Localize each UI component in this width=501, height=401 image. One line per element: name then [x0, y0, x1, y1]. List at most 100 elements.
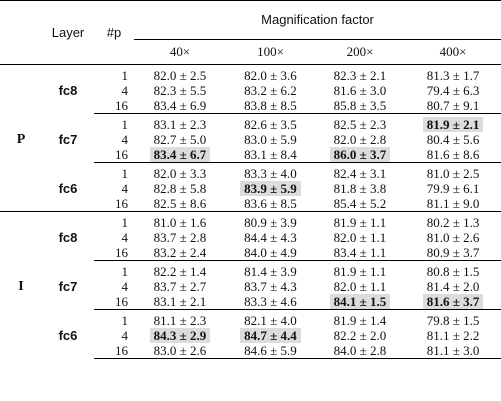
- value-cell: 82.5 ± 8.6: [134, 196, 226, 212]
- spacer-cell: [134, 260, 226, 264]
- p-value: 1: [121, 264, 129, 279]
- value-text: 83.7 ± 2.7: [153, 279, 207, 294]
- value-text: 81.3 ± 1.7: [426, 68, 480, 83]
- value-cell: 81.0 ± 2.5: [405, 166, 501, 181]
- value-text: 83.1 ± 2.1: [153, 294, 207, 309]
- p-value: 1: [121, 166, 129, 181]
- value-cell: 83.7 ± 2.7: [134, 279, 226, 294]
- value-text: 83.7 ± 2.8: [153, 230, 207, 245]
- value-text: 82.0 ± 2.5: [153, 68, 207, 83]
- p-value: 16: [94, 343, 134, 359]
- spacer-cell: [42, 211, 94, 215]
- value-text: 83.6 ± 8.5: [244, 196, 297, 211]
- value-text: 82.0 ± 1.1: [333, 279, 387, 294]
- value-cell: 79.8 ± 1.5: [405, 313, 501, 328]
- value-text: 83.2 ± 2.4: [153, 245, 207, 260]
- spacer-cell: [226, 113, 315, 117]
- value-cell: 82.1 ± 4.0: [226, 313, 315, 328]
- value-text: 81.1 ± 2.2: [426, 328, 480, 343]
- value-cell: 85.8 ± 3.5: [315, 98, 405, 114]
- layer-label: fc8: [58, 230, 78, 246]
- value-text: 80.7 ± 9.1: [426, 98, 480, 113]
- highlighted-value: 84.3 ± 2.9: [149, 328, 211, 343]
- value-text: 83.8 ± 8.5: [244, 98, 297, 113]
- mag-header-400: 400×: [405, 39, 501, 65]
- value-text: 82.7 ± 5.0: [153, 132, 207, 147]
- table-row: 16 83.4 ± 6.9 83.8 ± 8.5 85.8 ± 3.5 80.7 ± 9…: [0, 98, 501, 114]
- spacer-cell: [315, 64, 405, 68]
- value-cell: 81.6 ± 3.7: [405, 294, 501, 310]
- value-cell: 81.9 ± 1.1: [315, 264, 405, 279]
- value-text: 81.1 ± 9.0: [426, 196, 480, 211]
- value-cell: 81.9 ± 1.1: [315, 215, 405, 230]
- value-text: 82.0 ± 1.1: [333, 230, 387, 245]
- value-text: 84.4 ± 4.3: [244, 230, 297, 245]
- spacer-cell: [405, 309, 501, 313]
- corner-cell: [0, 0, 42, 40]
- value-text: 81.9 ± 1.1: [333, 215, 387, 230]
- value-cell: 80.7 ± 9.1: [405, 98, 501, 114]
- spacer-cell: [134, 64, 226, 68]
- layer-label: fc7: [58, 279, 78, 295]
- value-text: 83.3 ± 4.0: [244, 166, 297, 181]
- value-text: 81.6 ± 3.0: [333, 83, 387, 98]
- value-cell: 82.3 ± 2.1: [315, 68, 405, 83]
- value-text: 81.4 ± 3.9: [244, 264, 297, 279]
- value-cell: 81.4 ± 2.0: [405, 279, 501, 294]
- p-header: #p: [94, 0, 134, 65]
- value-cell: 84.1 ± 1.5: [315, 294, 405, 310]
- value-text: 81.6 ± 8.6: [426, 147, 480, 162]
- value-cell: 82.2 ± 1.4: [134, 264, 226, 279]
- value-text: 82.0 ± 3.3: [153, 166, 207, 181]
- value-cell: 84.3 ± 2.9: [134, 328, 226, 343]
- value-text: 80.2 ± 1.3: [426, 215, 480, 230]
- value-text: 81.9 ± 1.4: [333, 313, 387, 328]
- table-row: 4 83.7 ± 2.7 83.7 ± 4.3 82.0 ± 1.1 81.4 ± 2.…: [0, 279, 501, 294]
- value-cell: 83.1 ± 8.4: [226, 147, 315, 163]
- spacer-cell: [94, 260, 134, 264]
- layer-label: fc8: [58, 83, 78, 99]
- table-row: 16 83.0 ± 2.6 84.6 ± 5.9 84.0 ± 2.8 81.1 ± 3…: [0, 343, 501, 359]
- value-cell: 84.4 ± 4.3: [226, 230, 315, 245]
- value-cell: 83.7 ± 2.8: [134, 230, 226, 245]
- value-text: 80.9 ± 3.7: [426, 245, 480, 260]
- value-cell: 81.4 ± 3.9: [226, 264, 315, 279]
- spacer-cell: [94, 309, 134, 313]
- value-cell: 82.0 ± 2.5: [134, 68, 226, 83]
- p-value: 1: [121, 313, 129, 328]
- value-cell: 84.0 ± 2.8: [315, 343, 405, 359]
- value-text: 80.8 ± 1.5: [426, 264, 480, 279]
- value-text: 81.1 ± 2.3: [153, 313, 207, 328]
- group-label: P: [16, 132, 26, 147]
- value-text: 82.6 ± 3.5: [244, 117, 297, 132]
- value-cell: 82.5 ± 2.3: [315, 117, 405, 132]
- value-cell: 82.7 ± 5.0: [134, 132, 226, 147]
- table-row: 16 83.2 ± 2.4 84.0 ± 4.9 83.4 ± 1.1 80.9 ± 3…: [0, 245, 501, 261]
- value-cell: 80.8 ± 1.5: [405, 264, 501, 279]
- results-table: Layer #p Magnification factor 40× 100× 2…: [0, 0, 501, 359]
- spacer-cell: [226, 64, 315, 68]
- spacer-cell: [315, 260, 405, 264]
- value-text: 82.8 ± 5.8: [153, 181, 207, 196]
- table-row: fc7 1 82.2 ± 1.4 81.4 ± 3.9 81.9 ± 1.1 80.8 ±…: [0, 264, 501, 294]
- p-value: 4: [121, 279, 129, 294]
- spacer-cell: [226, 162, 315, 166]
- spacer-cell: [134, 113, 226, 117]
- mag-header-100: 100×: [226, 39, 315, 65]
- value-cell: 81.1 ± 3.0: [405, 343, 501, 359]
- value-cell: 83.3 ± 4.6: [226, 294, 315, 310]
- value-text: 82.0 ± 2.8: [333, 132, 387, 147]
- value-cell: 80.2 ± 1.3: [405, 215, 501, 230]
- spacer-cell: [226, 309, 315, 313]
- value-cell: 79.9 ± 6.1: [405, 181, 501, 196]
- value-cell: 81.0 ± 2.6: [405, 230, 501, 245]
- value-text: 81.1 ± 3.0: [426, 343, 480, 358]
- p-value: 4: [121, 132, 129, 147]
- value-cell: 83.0 ± 5.9: [226, 132, 315, 147]
- magnification-header-cell: Magnification factor: [134, 0, 501, 40]
- value-cell: 81.1 ± 2.3: [134, 313, 226, 328]
- p-value: 16: [115, 245, 128, 260]
- highlighted-value: 86.0 ± 3.7: [329, 147, 391, 162]
